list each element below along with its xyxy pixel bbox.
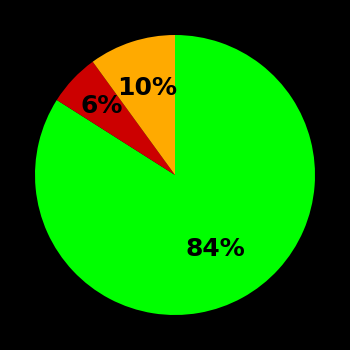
Wedge shape: [35, 35, 315, 315]
Text: 10%: 10%: [117, 76, 177, 100]
Wedge shape: [57, 62, 175, 175]
Text: 6%: 6%: [80, 94, 123, 118]
Wedge shape: [93, 35, 175, 175]
Text: 84%: 84%: [186, 237, 245, 261]
